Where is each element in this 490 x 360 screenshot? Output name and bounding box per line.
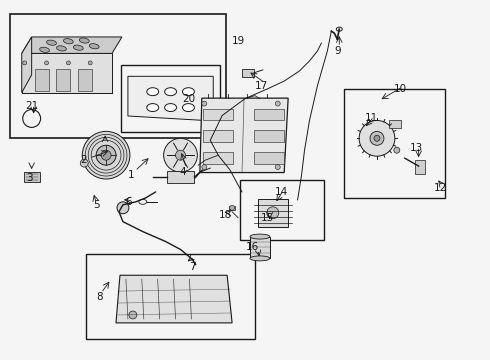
Bar <box>24 172 40 182</box>
Bar <box>203 152 233 164</box>
Text: 12: 12 <box>434 183 447 193</box>
Circle shape <box>129 311 137 319</box>
Bar <box>389 121 401 129</box>
Bar <box>250 237 270 258</box>
Text: 17: 17 <box>255 81 269 91</box>
Text: 4: 4 <box>179 167 186 177</box>
Bar <box>10 14 226 138</box>
Bar <box>240 180 324 239</box>
Bar <box>344 89 445 198</box>
Bar <box>203 109 233 121</box>
Polygon shape <box>200 98 288 172</box>
Circle shape <box>82 131 130 179</box>
Text: 1: 1 <box>127 170 134 180</box>
Circle shape <box>202 165 207 170</box>
Ellipse shape <box>74 45 83 50</box>
Text: 14: 14 <box>275 187 288 197</box>
Text: 13: 13 <box>410 143 423 153</box>
Ellipse shape <box>79 38 89 43</box>
Text: 2: 2 <box>80 155 87 165</box>
Bar <box>78 69 92 91</box>
Ellipse shape <box>40 47 49 53</box>
Ellipse shape <box>147 88 159 96</box>
Circle shape <box>80 159 88 167</box>
Text: 21: 21 <box>25 100 38 111</box>
Bar <box>56 69 71 91</box>
Ellipse shape <box>56 46 66 51</box>
Polygon shape <box>116 275 232 323</box>
Bar <box>254 109 284 121</box>
Circle shape <box>275 101 280 106</box>
Circle shape <box>96 145 116 165</box>
Circle shape <box>66 61 71 65</box>
Bar <box>258 199 288 227</box>
Text: 9: 9 <box>334 46 341 56</box>
Polygon shape <box>22 37 32 93</box>
Circle shape <box>374 135 380 141</box>
Bar <box>415 160 425 174</box>
Circle shape <box>88 61 92 65</box>
Bar <box>254 130 284 142</box>
Bar <box>35 69 49 91</box>
Text: 5: 5 <box>93 200 99 210</box>
Circle shape <box>164 138 197 172</box>
Circle shape <box>359 121 395 156</box>
Ellipse shape <box>89 44 99 49</box>
Bar <box>242 69 254 77</box>
Ellipse shape <box>250 256 270 261</box>
Bar <box>86 255 255 339</box>
Circle shape <box>275 165 280 170</box>
Circle shape <box>230 205 235 210</box>
Ellipse shape <box>165 104 176 112</box>
Bar <box>229 206 235 210</box>
Text: 8: 8 <box>96 292 102 302</box>
Text: 19: 19 <box>231 36 245 46</box>
Ellipse shape <box>165 88 176 96</box>
Text: 3: 3 <box>26 173 33 183</box>
Text: 20: 20 <box>182 94 195 104</box>
Text: 18: 18 <box>219 210 232 220</box>
Ellipse shape <box>147 104 159 112</box>
Circle shape <box>45 61 49 65</box>
Circle shape <box>117 202 129 214</box>
Circle shape <box>202 101 207 106</box>
Circle shape <box>23 61 26 65</box>
Ellipse shape <box>250 234 270 239</box>
Ellipse shape <box>47 40 56 45</box>
Ellipse shape <box>64 39 74 44</box>
Bar <box>121 65 220 132</box>
Bar <box>203 130 233 142</box>
Bar <box>254 152 284 164</box>
Polygon shape <box>128 76 213 121</box>
Polygon shape <box>22 53 112 93</box>
Text: 6: 6 <box>125 197 132 207</box>
Circle shape <box>394 147 400 153</box>
Circle shape <box>267 207 279 219</box>
Text: 10: 10 <box>394 84 407 94</box>
Polygon shape <box>22 37 122 53</box>
Circle shape <box>101 150 111 160</box>
Text: 11: 11 <box>365 113 378 123</box>
Text: 16: 16 <box>245 243 259 252</box>
Circle shape <box>370 131 384 145</box>
Bar <box>167 171 195 183</box>
Ellipse shape <box>182 104 195 112</box>
Circle shape <box>175 150 185 160</box>
Ellipse shape <box>182 88 195 96</box>
Text: 15: 15 <box>261 213 274 223</box>
Text: 7: 7 <box>189 262 196 272</box>
